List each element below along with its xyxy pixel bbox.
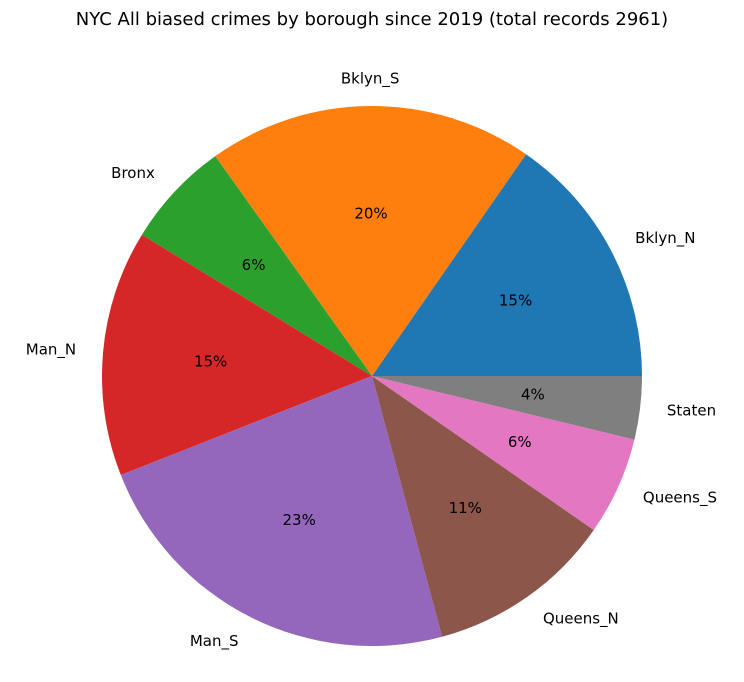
pie-slice-queens-s <box>372 376 635 531</box>
slice-label-queens-n: Queens_N <box>543 609 619 628</box>
slice-label-bklyn-s: Bklyn_S <box>341 70 400 89</box>
pie-slice-bklyn-s <box>215 106 527 376</box>
slice-label-queens-s: Queens_S <box>643 488 717 507</box>
pie-slice-queens-n <box>372 376 594 637</box>
chart-title: NYC All biased crimes by borough since 2… <box>75 9 669 30</box>
pie-slice-man-s <box>120 376 443 646</box>
slice-label-bronx: Bronx <box>111 164 155 182</box>
slice-percent-bklyn-s: 20% <box>354 205 387 223</box>
pie-slice-staten <box>372 376 642 440</box>
slice-label-staten: Staten <box>667 402 716 420</box>
pie-slice-bronx <box>141 156 372 376</box>
slice-label-bklyn-n: Bklyn_N <box>635 229 695 248</box>
slice-percent-staten: 4% <box>521 386 545 404</box>
pie-slice-man-n <box>101 234 373 476</box>
slice-percent-man-n: 15% <box>194 352 227 370</box>
slice-percent-queens-n: 11% <box>449 499 482 517</box>
slice-label-man-n: Man_N <box>26 341 76 360</box>
slice-percent-man-s: 23% <box>283 511 316 529</box>
pie-slice-bklyn-n <box>372 154 642 376</box>
slice-percent-bronx: 6% <box>242 256 266 274</box>
slice-percent-bklyn-n: 15% <box>499 291 532 309</box>
slice-label-man-s: Man_S <box>190 632 239 651</box>
slice-percent-queens-s: 6% <box>508 433 532 451</box>
